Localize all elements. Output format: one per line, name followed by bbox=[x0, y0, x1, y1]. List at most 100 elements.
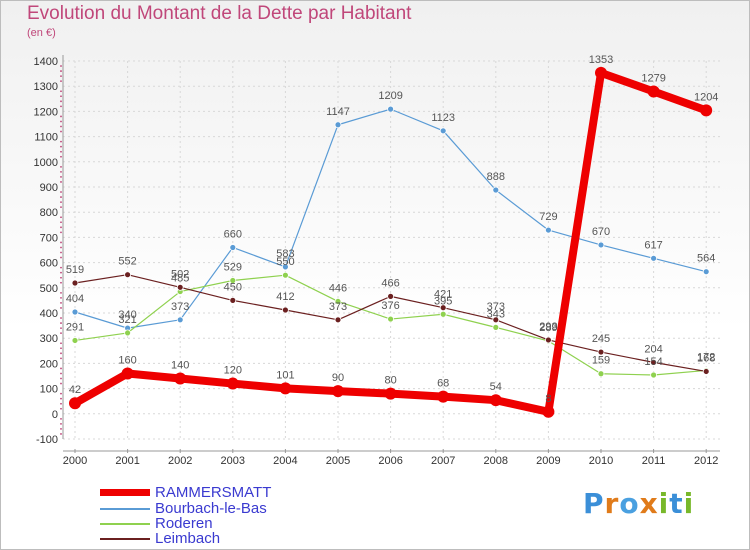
y-minor-tick bbox=[60, 246, 62, 249]
legend-swatch-line bbox=[100, 507, 150, 510]
y-minor-tick bbox=[60, 377, 62, 380]
data-point-bourbach-le-bas bbox=[176, 316, 184, 324]
logo-letter: r bbox=[604, 487, 620, 520]
proxiti-logo: Proxiti bbox=[583, 487, 694, 520]
y-tick-label: 1000 bbox=[34, 157, 58, 169]
data-label: 485 bbox=[171, 273, 189, 285]
data-label: 8 bbox=[545, 393, 551, 405]
data-point-rammersmatt bbox=[332, 385, 344, 398]
data-label: 729 bbox=[539, 211, 557, 223]
x-tick-label: 2010 bbox=[589, 455, 613, 467]
x-tick-label: 2002 bbox=[168, 455, 192, 467]
data-label: 519 bbox=[66, 264, 84, 276]
y-tick-label: 1200 bbox=[34, 106, 58, 118]
y-minor-tick bbox=[60, 266, 62, 269]
data-point-roderen bbox=[71, 337, 79, 344]
y-minor-tick bbox=[60, 95, 62, 98]
y-minor-tick bbox=[60, 256, 62, 259]
data-point-rammersmatt bbox=[279, 382, 292, 395]
logo-letter: i bbox=[658, 487, 670, 520]
y-minor-tick bbox=[60, 382, 62, 385]
y-minor-tick bbox=[60, 120, 62, 123]
logo-letter: P bbox=[583, 487, 605, 520]
y-minor-tick bbox=[60, 65, 62, 67]
y-minor-tick bbox=[60, 231, 62, 234]
y-tick-label: 900 bbox=[40, 182, 58, 194]
y-tick-label: 100 bbox=[40, 384, 58, 396]
data-point-rammersmatt bbox=[595, 66, 607, 79]
y-minor-tick bbox=[60, 251, 62, 254]
data-label: 529 bbox=[224, 261, 242, 273]
data-label: 204 bbox=[644, 343, 662, 355]
x-tick-label: 2000 bbox=[63, 455, 87, 467]
y-minor-tick bbox=[60, 140, 62, 143]
data-label: 80 bbox=[384, 375, 396, 387]
data-label: 466 bbox=[381, 277, 399, 289]
legend-label: Bourbach-le-Bas bbox=[155, 500, 267, 517]
y-minor-tick bbox=[60, 221, 62, 224]
data-label: 340 bbox=[118, 309, 136, 321]
legend-swatch bbox=[100, 516, 150, 531]
y-minor-tick bbox=[60, 226, 62, 229]
data-label: 172 bbox=[697, 351, 715, 363]
data-label: 1353 bbox=[589, 54, 613, 66]
y-minor-tick bbox=[60, 402, 62, 405]
y-minor-tick bbox=[60, 155, 62, 158]
data-point-bourbach-le-bas bbox=[492, 186, 500, 194]
y-minor-tick bbox=[60, 196, 62, 198]
y-minor-tick bbox=[60, 372, 62, 375]
y-minor-tick bbox=[60, 342, 62, 345]
y-minor-tick bbox=[60, 105, 62, 108]
data-label: 376 bbox=[381, 300, 399, 312]
legend-swatch bbox=[100, 501, 150, 516]
legend-swatch bbox=[100, 531, 150, 546]
data-label: 54 bbox=[490, 381, 502, 393]
data-label: 68 bbox=[437, 378, 449, 390]
y-minor-tick bbox=[60, 191, 62, 193]
data-label: 293 bbox=[539, 321, 557, 333]
y-minor-tick bbox=[60, 327, 62, 330]
data-point-bourbach-le-bas bbox=[334, 121, 342, 129]
data-point-rammersmatt bbox=[489, 394, 502, 407]
data-point-leimbach bbox=[71, 279, 79, 287]
y-tick-label: 300 bbox=[40, 333, 58, 345]
data-label: 289 bbox=[539, 322, 557, 334]
data-label: 160 bbox=[118, 354, 136, 366]
data-point-bourbach-le-bas bbox=[71, 308, 79, 316]
data-label: 446 bbox=[329, 282, 347, 294]
data-label: 552 bbox=[118, 256, 136, 268]
data-point-leimbach bbox=[492, 316, 500, 324]
data-label: 395 bbox=[434, 295, 452, 307]
y-tick-label: 600 bbox=[40, 258, 58, 270]
y-tick-label: 1400 bbox=[34, 56, 58, 68]
legend-label: Roderen bbox=[155, 515, 213, 532]
y-tick-label: 400 bbox=[40, 308, 58, 320]
data-label: 1209 bbox=[378, 90, 402, 102]
data-label: 120 bbox=[224, 365, 242, 377]
series-line-roderen bbox=[74, 274, 707, 376]
y-minor-tick bbox=[60, 417, 62, 420]
y-minor-tick bbox=[60, 216, 62, 219]
series-layer bbox=[69, 66, 713, 418]
y-minor-tick bbox=[60, 241, 62, 244]
data-point-rammersmatt bbox=[437, 390, 450, 403]
y-minor-tick bbox=[60, 165, 62, 168]
data-point-roderen bbox=[439, 310, 447, 318]
data-point-leimbach bbox=[387, 292, 395, 300]
y-minor-tick bbox=[60, 281, 62, 284]
logo-letter: x bbox=[639, 487, 659, 520]
legend-swatch bbox=[100, 485, 150, 500]
y-minor-tick bbox=[60, 302, 62, 304]
data-point-roderen bbox=[229, 277, 237, 284]
y-tick-label: 1300 bbox=[34, 81, 58, 93]
x-tick-label: 2012 bbox=[694, 455, 718, 467]
data-point-bourbach-le-bas bbox=[281, 263, 289, 271]
y-minor-tick bbox=[60, 125, 62, 128]
data-point-leimbach bbox=[439, 304, 447, 312]
data-label: 159 bbox=[592, 355, 610, 367]
data-label: 502 bbox=[171, 268, 189, 280]
logo-letter: o bbox=[619, 487, 640, 520]
data-point-rammersmatt bbox=[69, 397, 81, 410]
legend-label: RAMMERSMATT bbox=[155, 484, 272, 501]
data-point-roderen bbox=[124, 329, 131, 337]
